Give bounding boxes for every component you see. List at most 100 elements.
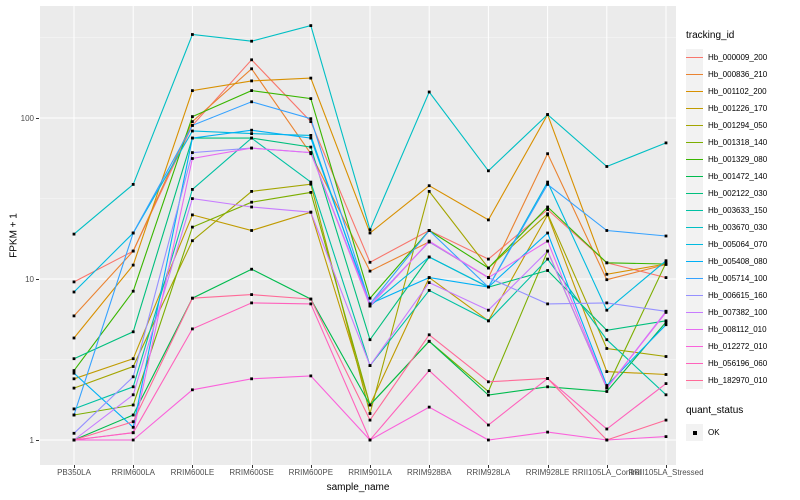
data-point [131,365,135,368]
data-point [664,393,668,397]
data-point [309,24,313,27]
data-point [487,438,490,442]
data-point [309,180,313,184]
data-point [605,438,609,442]
data-point [250,190,253,193]
data-point [191,136,194,140]
data-point [546,231,549,235]
x-tick-mark [310,465,312,468]
legend-item-label: Hb_001226_170 [708,104,768,113]
data-point [605,229,609,232]
data-point [664,355,668,358]
x-tick-label-RRIM901LA: RRIM901LA [348,468,392,477]
data-point [72,431,76,435]
data-point [309,302,313,306]
data-point [191,225,194,229]
legend-key-swatch [686,372,703,389]
data-point [546,152,549,156]
data-point [131,438,135,442]
data-point [309,97,313,100]
data-point [368,418,372,422]
data-point [191,188,194,191]
data-point [191,33,194,36]
legend-key-swatch [686,355,703,372]
data-point [427,289,431,292]
legend-item-Hb_007382_100: Hb_007382_100 [686,304,798,321]
legend-item-Hb_001472_140: Hb_001472_140 [686,168,798,185]
data-point [368,364,372,367]
legend-item-label: Hb_001294_050 [708,121,768,130]
data-point [605,328,609,332]
data-point [191,124,194,127]
data-point [605,261,609,265]
data-point [72,369,76,372]
data-point [368,403,372,407]
data-point [605,370,609,373]
data-point [487,169,490,173]
data-point [309,151,313,154]
data-point [487,285,490,289]
data-point [368,269,372,273]
legend-item-Hb_001294_050: Hb_001294_050 [686,117,798,134]
legend-item-label: Hb_003670_030 [708,223,768,232]
legend-key-swatch [686,185,703,202]
data-point [605,338,609,342]
data-point [546,180,549,184]
data-point [427,339,431,343]
legend-item-Hb_001318_140: Hb_001318_140 [686,134,798,151]
legend-title-tracking-id: tracking_id [686,30,735,41]
data-point [72,413,76,417]
data-point [368,296,372,300]
data-point [309,120,313,123]
data-point [427,405,431,409]
data-point [664,141,668,145]
data-point [427,229,431,232]
legend-item-Hb_008112_010: Hb_008112_010 [686,321,798,338]
x-tick-label-RRIM600SE: RRIM600SE [229,468,274,477]
data-point [72,386,76,390]
data-point [131,375,135,379]
data-point [250,146,253,150]
data-point [546,249,549,253]
data-point [191,89,194,92]
legend-item-Hb_000009_200: Hb_000009_200 [686,49,798,66]
data-point [664,259,668,263]
legend-key-swatch [686,134,703,151]
data-point [131,385,135,389]
data-point [487,390,490,393]
legend-item-label: Hb_006615_160 [708,291,768,300]
data-point [664,373,668,376]
legend-item-Hb_005408_080: Hb_005408_080 [686,253,798,270]
data-point [427,369,431,372]
data-point [368,304,372,308]
x-tick-mark [606,465,608,468]
legend-item-label: Hb_001329_080 [708,155,768,164]
plot-area [40,6,676,465]
legend-key-swatch [686,83,703,100]
data-point [605,347,609,350]
x-tick-mark [370,465,371,468]
data-point [546,113,549,116]
data-point [131,357,135,361]
data-point [250,200,253,204]
data-point [250,89,253,92]
data-point [191,157,194,160]
data-point [664,382,668,385]
x-tick-label-RRII105LA_Control: RRII105LA_Control [572,468,642,477]
legend-item-quant-OK: OK [686,424,798,441]
legend: tracking_id Hb_000009_200 Hb_000836_210 Hb… [686,30,798,441]
x-tick-mark [429,465,431,468]
y-tick-label-10: 10 [25,274,34,284]
data-point [427,90,431,94]
legend-item-label: Hb_056196_060 [708,359,768,368]
data-point [309,297,313,301]
plot-panel [40,6,676,465]
data-point [546,430,549,434]
x-tick-mark [488,465,490,468]
data-point [546,239,549,243]
data-point [546,269,549,272]
data-point [368,228,372,232]
data-point [72,232,76,236]
legend-key-swatch [686,202,703,219]
data-point [605,384,609,387]
